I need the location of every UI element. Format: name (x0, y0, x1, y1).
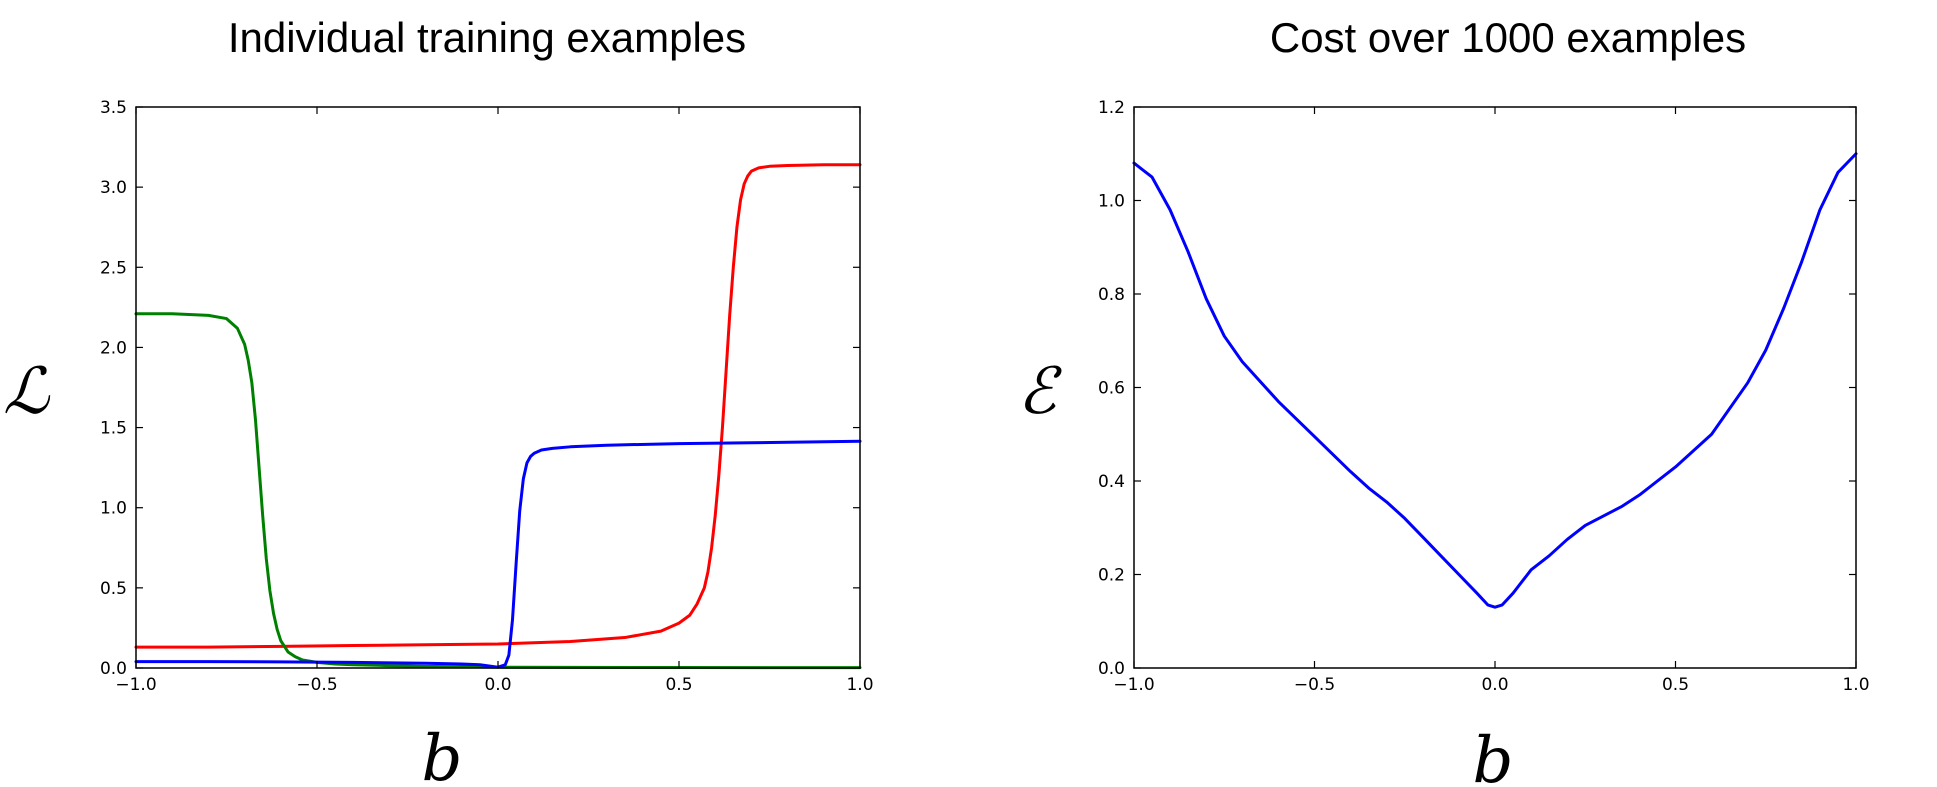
y-tick-label: 0.2 (1098, 566, 1125, 586)
y-tick-label: 2.0 (100, 338, 127, 358)
x-tick-label: −1.0 (1113, 675, 1154, 695)
chart-title: Individual training examples (228, 14, 746, 61)
x-tick-label: 0.5 (1662, 675, 1689, 695)
y-tick-label: 0.0 (1098, 659, 1125, 679)
series-line-0 (134, 163, 862, 649)
y-tick-label: 0.8 (1098, 285, 1125, 305)
x-tick-label: −0.5 (1294, 675, 1335, 695)
y-tick-label: 1.2 (1098, 98, 1125, 118)
x-tick-label: 0.0 (484, 675, 511, 695)
series-line-2 (134, 439, 862, 669)
x-tick-label: −0.5 (296, 675, 337, 695)
chart-individual-examples: Individual training examples ℒ b −1.0 −0.… (3, 14, 874, 787)
y-axis-label: ℒ (3, 355, 51, 429)
series-line-0 (1132, 152, 1858, 609)
plot-frame (1133, 106, 1857, 669)
y-tick-label: 2.5 (100, 258, 127, 278)
y-tick-label: 3.0 (100, 178, 127, 198)
x-axis-label: b (422, 722, 463, 787)
chart-cost-over-examples: Cost over 1000 examples ℰ b −1.0 −0.5 0.0 0… (1018, 14, 1870, 787)
x-tick-label: 0.0 (1481, 675, 1508, 695)
y-tick-label: 0.0 (100, 659, 127, 679)
y-tick-label: 0.4 (1098, 472, 1125, 492)
x-tick-label: 0.5 (665, 675, 692, 695)
y-tick-label: 1.5 (100, 419, 127, 439)
series-line-1 (134, 312, 862, 670)
y-tick-label: 3.5 (100, 98, 127, 118)
y-tick-label: 0.5 (100, 579, 127, 599)
x-tick-label: −1.0 (115, 675, 156, 695)
x-tick-label: 1.0 (1842, 675, 1869, 695)
plot-frame (135, 106, 861, 669)
y-tick-label: 0.6 (1098, 379, 1125, 399)
x-axis-label: b (1473, 724, 1514, 787)
chart-title: Cost over 1000 examples (1270, 14, 1746, 61)
y-axis-label: ℰ (1018, 355, 1063, 429)
y-tick-label: 1.0 (100, 499, 127, 519)
y-tick-label: 1.0 (1098, 192, 1125, 212)
x-tick-label: 1.0 (846, 675, 873, 695)
